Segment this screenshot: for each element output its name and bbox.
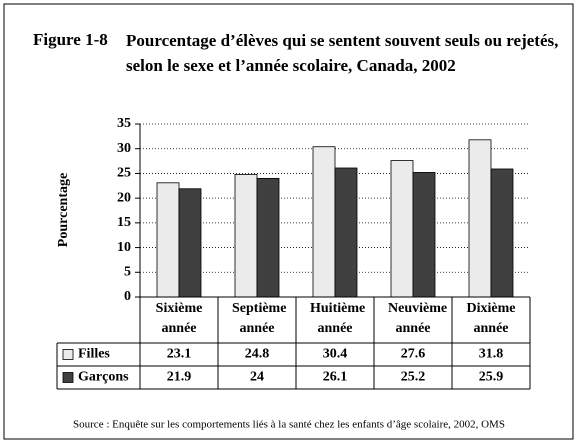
bar [178, 188, 202, 298]
x-tick-label: Septième année [232, 301, 287, 336]
bar [390, 160, 414, 298]
legend-swatch [62, 372, 74, 383]
bar [468, 139, 492, 298]
bar [156, 182, 180, 298]
category-box: Septième année [232, 301, 287, 336]
source: Source : Enquête sur les comportements l… [73, 419, 505, 431]
bar [256, 177, 280, 298]
table-value: 25.9 [479, 370, 504, 385]
figure-label: Figure 1-8 [33, 30, 108, 49]
table-value: 30.4 [323, 347, 348, 362]
table-value: 23.1 [167, 347, 192, 362]
category-box: Sixième année [155, 301, 203, 336]
chart-title: Pourcentage d’élèves qui se sentent souv… [126, 31, 559, 75]
x-tick-label: Neuvième année [388, 301, 448, 336]
bar [312, 146, 336, 298]
table-value: 24.8 [245, 347, 270, 362]
legend-label: Garçons [78, 370, 129, 385]
table-value: 26.1 [323, 370, 348, 385]
table-value: 25.2 [401, 370, 426, 385]
table-value: 24 [250, 370, 264, 385]
category-box: Neuvième année [388, 301, 448, 336]
x-tick-label: Sixième année [155, 301, 203, 336]
x-tick-label: Dixième année [466, 301, 516, 336]
bar [412, 172, 436, 298]
legend-label: Filles [78, 347, 110, 362]
legend-swatch [62, 349, 74, 360]
title-box: Pourcentage d’élèves qui se sentent souv… [126, 31, 559, 75]
y-tick-label: 5 [124, 265, 131, 280]
y-tick-label: 20 [117, 190, 131, 205]
y-tick-label: 25 [117, 166, 131, 181]
bar [334, 167, 358, 298]
y-tick-label: 10 [117, 240, 131, 255]
x-tick-label: Huitième année [310, 301, 366, 336]
table-value: 31.8 [479, 347, 504, 362]
table-value: 21.9 [167, 370, 192, 385]
y-tick-label: 35 [117, 116, 131, 131]
category-box: Dixième année [466, 301, 516, 336]
bar [490, 168, 514, 298]
y-tick-label: 15 [117, 215, 131, 230]
y-tick-label: 30 [117, 141, 131, 156]
bar [234, 174, 258, 298]
category-box: Huitième année [310, 301, 366, 336]
y-tick-label: 0 [124, 289, 131, 304]
table-value: 27.6 [401, 347, 426, 362]
y-axis-label: Pourcentage [56, 173, 71, 247]
